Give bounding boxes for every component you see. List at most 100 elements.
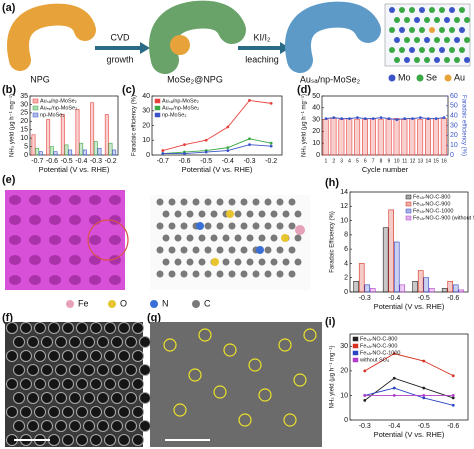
panel-label: (i)	[325, 316, 336, 328]
atom	[222, 258, 230, 266]
atom	[414, 57, 420, 63]
legend-label: O	[120, 298, 127, 308]
point	[392, 394, 396, 397]
schematic-label: Auₛₐ/np-MoSe₂	[300, 74, 361, 84]
pore	[55, 420, 67, 432]
atom	[464, 57, 470, 63]
pore	[132, 406, 144, 418]
y-axis-label: NH₃ yield (μg h⁻¹ mg⁻¹)	[330, 346, 336, 409]
pore	[62, 434, 74, 446]
pore	[69, 364, 81, 376]
pore	[118, 406, 130, 418]
atom	[281, 234, 289, 242]
atom	[414, 17, 420, 23]
atom	[282, 258, 290, 266]
atom	[409, 47, 415, 53]
legend-label: Feₛₐ-NO-C-900 (without SO₄)	[413, 215, 474, 221]
series-line	[325, 117, 445, 121]
pore	[69, 336, 81, 348]
pore	[62, 406, 74, 418]
core	[170, 35, 190, 55]
y2-tick-label: 50	[450, 103, 458, 110]
pore	[90, 322, 102, 334]
atom	[399, 7, 405, 13]
atom	[282, 210, 290, 218]
pore	[9, 195, 21, 205]
y-axis-label: Faradaic efficiency (%)	[132, 95, 138, 156]
atom	[234, 258, 242, 266]
atom	[174, 234, 182, 242]
atom	[270, 258, 278, 266]
bar	[31, 134, 36, 156]
x-tick-label: -0.6	[447, 295, 459, 302]
atom	[276, 198, 284, 206]
schematic-label: MoSe₂@NPG	[167, 74, 223, 84]
pore	[97, 420, 109, 432]
y-tick-label: 0	[146, 152, 150, 159]
legend-dot	[388, 74, 396, 82]
pore	[89, 195, 101, 205]
atom	[234, 234, 242, 242]
atom	[459, 7, 465, 13]
legend-label: N	[162, 298, 169, 308]
legend-label: Mo	[398, 72, 411, 82]
atom	[454, 37, 460, 43]
bar	[382, 227, 389, 293]
legend-label: Feₛₐ-NO-C-900	[360, 343, 397, 349]
legend-label: np-MoSe₂	[162, 112, 186, 118]
atom	[454, 57, 460, 63]
point	[387, 117, 391, 121]
pore	[55, 392, 67, 404]
atom-ring	[188, 368, 202, 382]
point	[226, 125, 230, 129]
pore	[104, 322, 116, 334]
atom	[294, 210, 302, 218]
atom	[288, 246, 296, 254]
pore	[9, 255, 21, 265]
y-tick-label: 10	[20, 135, 28, 142]
atom-ring	[223, 343, 237, 357]
atom	[204, 222, 212, 230]
x-axis-label: Potential (V vs. RHE)	[374, 430, 445, 439]
atom	[174, 258, 182, 266]
bar	[425, 119, 431, 156]
atom	[258, 234, 266, 242]
bar	[447, 280, 453, 293]
legend-dot	[192, 300, 200, 308]
panel-label: (a)	[2, 2, 16, 14]
x-axis-label: Cycle number	[362, 165, 409, 174]
y-tick-label: 15	[20, 127, 28, 134]
point	[451, 394, 455, 397]
pore	[55, 336, 67, 348]
pore	[29, 275, 41, 285]
panel-label: (c)	[122, 84, 136, 96]
pore	[34, 350, 46, 362]
pore	[109, 235, 121, 245]
pore	[104, 350, 116, 362]
pore	[125, 420, 137, 432]
pore	[139, 336, 151, 348]
pore	[132, 434, 144, 446]
atom	[156, 222, 164, 230]
pore	[111, 420, 123, 432]
atom	[414, 37, 420, 43]
bar	[79, 142, 84, 156]
point	[183, 152, 186, 155]
atom	[276, 222, 284, 230]
atom-ring	[198, 328, 212, 342]
pore	[125, 336, 137, 348]
atom	[168, 246, 176, 254]
atom	[394, 17, 400, 23]
y-tick-label: 0	[344, 289, 348, 296]
y-tick-label: 30	[20, 101, 28, 108]
point	[395, 118, 399, 121]
atom	[210, 210, 218, 218]
y-tick-label: 10	[340, 392, 348, 399]
pore	[62, 378, 74, 390]
schematic-label: leaching	[245, 54, 279, 64]
y-tick-label: 6	[344, 246, 348, 253]
pore	[29, 215, 41, 225]
x-tick-label: -0.5	[418, 423, 430, 430]
bar	[409, 118, 416, 156]
y-tick-label: 8	[344, 232, 348, 239]
